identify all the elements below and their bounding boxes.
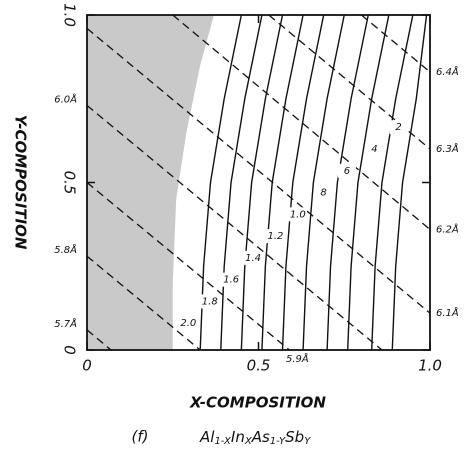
caption-label: (f) [132,428,149,446]
contour-label-bg [365,142,384,156]
lattice-label: 5.7Å [54,317,77,330]
contour-label: 2 [395,122,401,133]
formula-part: Al [199,428,215,446]
lattice-line [86,329,112,351]
lattice-label: 6.0Å [54,92,77,105]
caption-formula: Al1-XInXAs1-YSbY [199,428,311,448]
contour-label: 4 [371,144,377,155]
contour-line [220,14,263,351]
contour-line [370,14,414,351]
lattice-line [86,104,383,351]
contour-label: 1.4 [245,253,261,264]
lattice-line [172,14,431,230]
lattice-line [86,255,201,351]
contour-label-bg [389,120,408,135]
x-axis-label: X-COMPOSITION [189,394,326,412]
contour-label: 6 [344,166,350,177]
contour-label-bg [266,229,285,244]
lattice-label: 6.3Å [436,142,459,155]
formula-subscript: X [244,436,253,447]
contour-label: 8 [320,188,326,199]
y-tick-label: 0 [61,345,79,355]
contour-line [261,14,304,351]
lattice-label: 5.9Å [286,352,309,365]
y-tick-label: 0.5 [61,171,79,195]
lattice-label: 6.1Å [436,306,459,319]
lattice-line [86,27,431,314]
contour-label-bg [244,250,263,265]
x-tick-label: 0.5 [247,357,271,375]
y-axis-label: Y-COMPOSITION [12,115,30,250]
contour-label-bg [179,316,198,331]
formula-part: In [231,428,245,446]
contour-label: 2.0 [180,318,196,329]
contour-line [302,14,345,351]
contour-label: 1.2 [267,231,283,242]
lattice-label: 6.4Å [436,65,459,78]
lattice-label: 5.8Å [54,243,77,256]
y-tick-label: 1.0 [61,3,79,27]
lattice-label: 6.2Å [436,222,459,235]
contour-label-bg [200,294,219,309]
formula-subscript: 1-Y [270,436,286,447]
contour-label-bg [222,272,241,287]
contour-line [281,14,325,351]
contour-label-bg [288,207,307,222]
contour-label: 1.0 [290,209,306,220]
contour-label-bg [314,185,333,200]
x-tick-label: 1.0 [418,357,442,375]
contour-line [346,14,390,351]
formula-part: Sb [285,428,304,446]
lattice-line [86,181,290,351]
contour-label: 1.8 [202,296,218,307]
contour-line [326,14,369,351]
contour-line [391,14,428,351]
formula-part: As [251,428,270,446]
lattice-line [360,14,431,73]
formula-subscript: 1-X [214,436,232,447]
x-tick-label: 0 [82,357,92,375]
formula-subscript: Y [304,436,311,447]
contour-line [199,14,243,351]
shaded-region [87,15,214,350]
contour-line [240,14,284,351]
contour-label: 1.6 [223,275,239,286]
contour-label-bg [337,163,356,178]
